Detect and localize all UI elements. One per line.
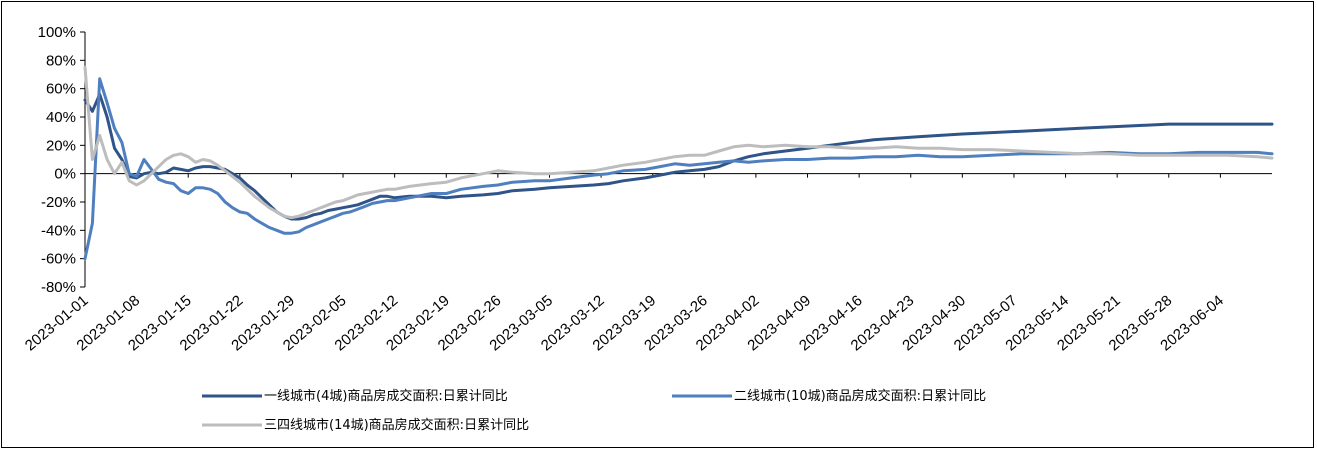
- legend-label-3: 三四线城市(14城)商品房成交面积:日累计同比: [264, 417, 529, 433]
- legend-label-2: 二线城市(10城)商品房成交面积:日累计同比: [734, 388, 986, 404]
- y-tick-label: 80%: [46, 52, 76, 69]
- y-axis: 100% 80% 60% 40% 20% 0% -20% -40% -60% -80%: [38, 24, 86, 296]
- y-tick-label: -20%: [41, 194, 76, 211]
- x-axis: 2023-01-012023-01-082023-01-152023-01-22…: [22, 173, 1272, 354]
- y-tick-label: 40%: [46, 109, 76, 126]
- y-tick-label: -40%: [41, 222, 76, 239]
- y-tick-label: 20%: [46, 137, 76, 154]
- legend: 一线城市(4城)商品房成交面积:日累计同比 二线城市(10城)商品房成交面积:日累…: [202, 388, 986, 433]
- series-line-1: [83, 92, 1274, 221]
- y-tick-label: -60%: [41, 251, 76, 268]
- series-line-3: [83, 65, 1274, 220]
- series-lines: [83, 65, 1274, 261]
- y-tick-label: 60%: [46, 81, 76, 98]
- y-tick-label: 0%: [54, 166, 76, 183]
- legend-label-1: 一线城市(4城)商品房成交面积:日累计同比: [264, 388, 508, 404]
- y-tick-label: -80%: [41, 279, 76, 296]
- series-line-2: [83, 77, 1274, 261]
- y-tick-label: 100%: [38, 24, 76, 41]
